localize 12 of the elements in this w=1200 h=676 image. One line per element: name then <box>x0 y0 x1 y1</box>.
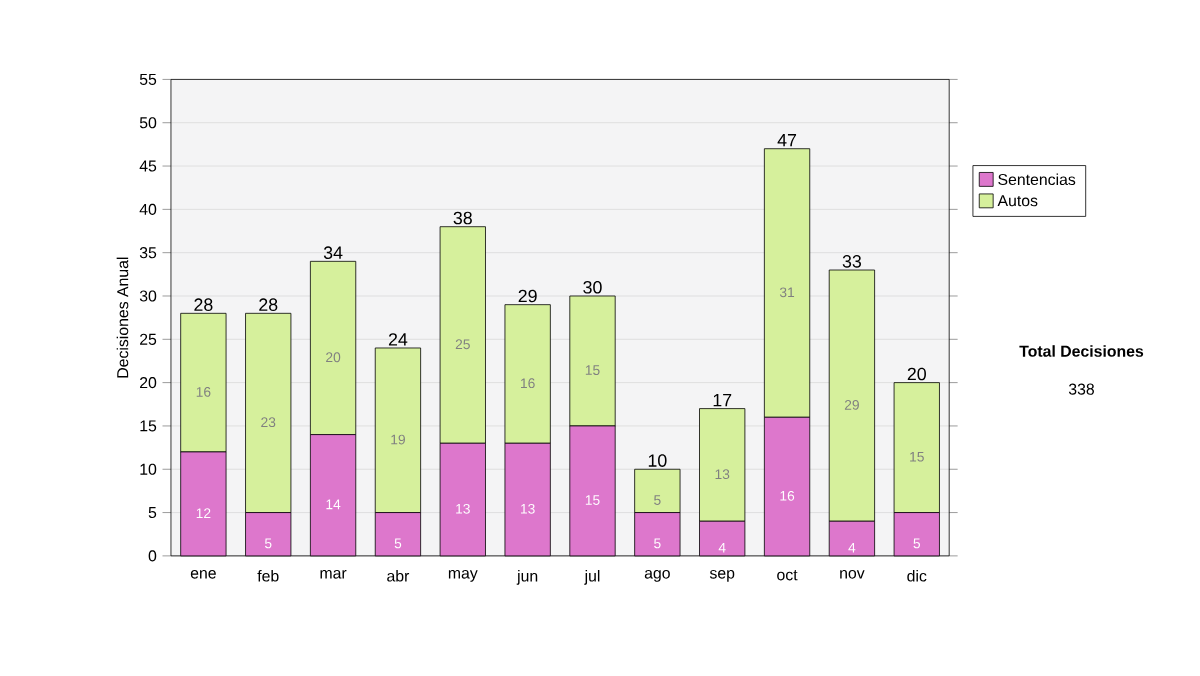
total-label: 28 <box>194 298 213 312</box>
total-label: 33 <box>842 255 862 269</box>
total-label: 20 <box>907 368 926 381</box>
total-label: 10 <box>648 454 667 468</box>
total-label: 30 <box>583 281 602 295</box>
total-label: 28 <box>259 298 278 312</box>
total-label: 29 <box>518 290 537 303</box>
total-label: 38 <box>453 212 472 225</box>
total-label: 17 <box>713 394 732 407</box>
total-label: 47 <box>777 134 797 147</box>
total-label: 24 <box>388 333 408 347</box>
total-label: 34 <box>323 246 343 260</box>
